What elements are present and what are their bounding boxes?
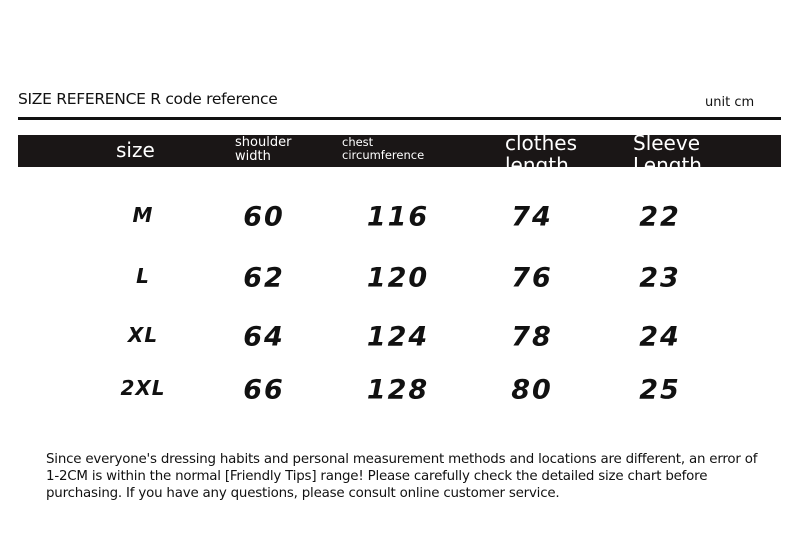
cell-length: 74 <box>511 201 553 233</box>
cell-length: 80 <box>511 374 553 406</box>
unit-label: unit cm <box>705 95 755 110</box>
header-chest-line1: chest <box>342 135 374 149</box>
divider <box>18 117 781 120</box>
cell-size: XL <box>127 323 159 347</box>
header-chest: chest circumference <box>342 136 424 162</box>
chart-title: SIZE REFERENCE R code reference <box>18 90 278 108</box>
header-sleeve: Sleeve Length <box>633 135 702 167</box>
header-shoulder: shoulder width <box>235 136 291 164</box>
header-sleeve-line1: Sleeve <box>633 135 701 155</box>
cell-size: L <box>136 264 150 288</box>
cell-chest: 116 <box>366 201 430 233</box>
table-header: size shoulder width chest circumference … <box>18 135 781 167</box>
cell-sleeve: 24 <box>639 321 681 353</box>
header-sleeve-line2: Length <box>633 153 702 167</box>
cell-chest: 128 <box>366 374 430 406</box>
cell-chest: 124 <box>366 321 430 353</box>
cell-shoulder: 64 <box>243 321 285 353</box>
cell-sleeve: 25 <box>639 374 681 406</box>
header-length: clothes length <box>505 135 577 167</box>
cell-size: M <box>132 203 154 227</box>
cell-chest: 120 <box>366 262 430 294</box>
header-length-line2: length <box>505 153 569 167</box>
cell-size: 2XL <box>120 376 166 400</box>
header-length-line1: clothes <box>505 135 578 155</box>
friendly-tips-note: Since everyone's dressing habits and per… <box>46 452 758 501</box>
cell-length: 76 <box>511 262 553 294</box>
cell-sleeve: 23 <box>639 262 681 294</box>
cell-length: 78 <box>511 321 553 353</box>
header-shoulder-line1: shoulder <box>235 135 292 150</box>
cell-shoulder: 60 <box>243 201 285 233</box>
header-chest-line2: circumference <box>342 148 425 162</box>
cell-shoulder: 62 <box>243 262 285 294</box>
cell-shoulder: 66 <box>243 374 285 406</box>
header-shoulder-line2: width <box>235 149 271 164</box>
header-size: size <box>116 138 155 162</box>
cell-sleeve: 22 <box>639 201 681 233</box>
